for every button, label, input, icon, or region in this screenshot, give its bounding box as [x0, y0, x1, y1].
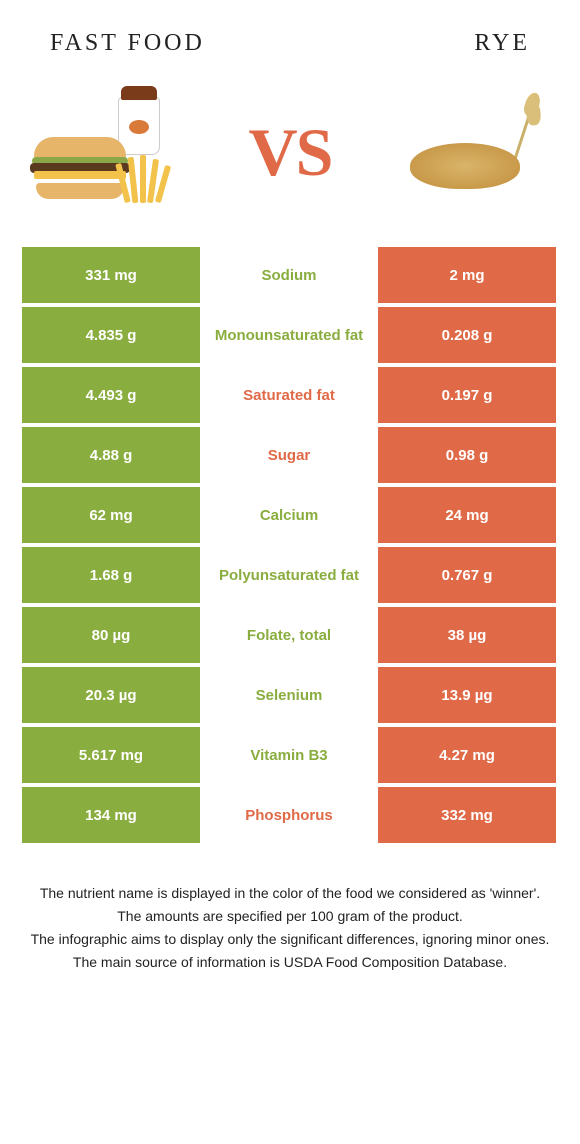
value-left: 331 mg	[22, 247, 200, 303]
nutrient-name: Polyunsaturated fat	[200, 547, 378, 603]
value-right: 4.27 mg	[378, 727, 556, 783]
nutrient-name: Saturated fat	[200, 367, 378, 423]
value-left: 4.88 g	[22, 427, 200, 483]
value-left: 134 mg	[22, 787, 200, 843]
table-row: 20.3 µgSelenium13.9 µg	[22, 667, 558, 723]
nutrient-name: Selenium	[200, 667, 378, 723]
value-right: 13.9 µg	[378, 667, 556, 723]
value-right: 38 µg	[378, 607, 556, 663]
value-left: 1.68 g	[22, 547, 200, 603]
footer-line: The main source of information is USDA F…	[30, 952, 550, 973]
comparison-table: 331 mgSodium2 mg4.835 gMonounsaturated f…	[0, 247, 580, 843]
hero: VS	[0, 67, 580, 247]
table-row: 80 µgFolate, total38 µg	[22, 607, 558, 663]
footer-notes: The nutrient name is displayed in the co…	[0, 847, 580, 973]
value-right: 2 mg	[378, 247, 556, 303]
footer-line: The infographic aims to display only the…	[30, 929, 550, 950]
footer-line: The amounts are specified per 100 gram o…	[30, 906, 550, 927]
table-row: 1.68 gPolyunsaturated fat0.767 g	[22, 547, 558, 603]
image-fast-food	[30, 92, 190, 212]
value-right: 0.197 g	[378, 367, 556, 423]
table-row: 62 mgCalcium24 mg	[22, 487, 558, 543]
nutrient-name: Monounsaturated fat	[200, 307, 378, 363]
title-left: Fast food	[50, 30, 205, 57]
nutrient-name: Vitamin B3	[200, 727, 378, 783]
nutrient-name: Folate, total	[200, 607, 378, 663]
image-rye	[390, 92, 550, 212]
table-row: 134 mgPhosphorus332 mg	[22, 787, 558, 843]
table-row: 331 mgSodium2 mg	[22, 247, 558, 303]
header: Fast food Rye	[0, 0, 580, 67]
value-left: 20.3 µg	[22, 667, 200, 723]
table-row: 4.493 gSaturated fat0.197 g	[22, 367, 558, 423]
value-right: 0.208 g	[378, 307, 556, 363]
value-left: 4.835 g	[22, 307, 200, 363]
nutrient-name: Phosphorus	[200, 787, 378, 843]
table-row: 4.88 gSugar0.98 g	[22, 427, 558, 483]
footer-line: The nutrient name is displayed in the co…	[30, 883, 550, 904]
value-right: 332 mg	[378, 787, 556, 843]
value-right: 24 mg	[378, 487, 556, 543]
nutrient-name: Calcium	[200, 487, 378, 543]
value-left: 80 µg	[22, 607, 200, 663]
nutrient-name: Sodium	[200, 247, 378, 303]
title-right: Rye	[474, 30, 530, 57]
value-left: 4.493 g	[22, 367, 200, 423]
value-right: 0.98 g	[378, 427, 556, 483]
value-left: 5.617 mg	[22, 727, 200, 783]
value-left: 62 mg	[22, 487, 200, 543]
table-row: 5.617 mgVitamin B34.27 mg	[22, 727, 558, 783]
nutrient-name: Sugar	[200, 427, 378, 483]
vs-label: VS	[249, 113, 332, 192]
value-right: 0.767 g	[378, 547, 556, 603]
table-row: 4.835 gMonounsaturated fat0.208 g	[22, 307, 558, 363]
